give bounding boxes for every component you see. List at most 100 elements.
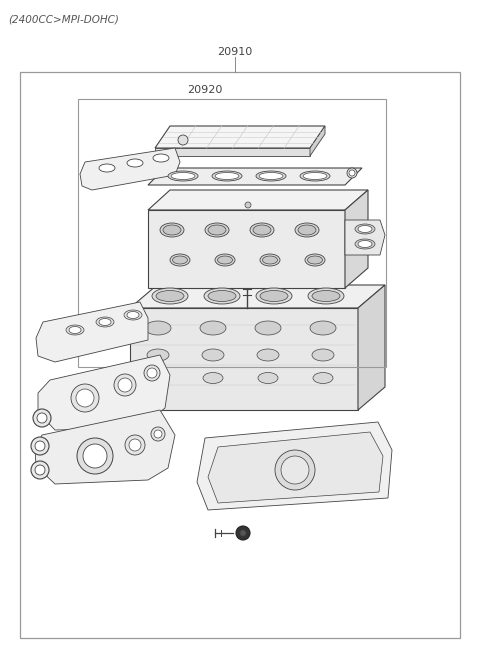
Text: 20920: 20920 (187, 85, 223, 95)
Circle shape (71, 384, 99, 412)
Circle shape (118, 378, 132, 392)
Ellipse shape (308, 288, 344, 304)
Ellipse shape (203, 373, 223, 383)
Ellipse shape (260, 254, 280, 266)
Ellipse shape (217, 256, 232, 264)
Polygon shape (358, 285, 385, 410)
Ellipse shape (253, 225, 271, 235)
Ellipse shape (313, 373, 333, 383)
Ellipse shape (66, 325, 84, 335)
Ellipse shape (202, 349, 224, 361)
Circle shape (35, 465, 45, 475)
Ellipse shape (308, 256, 323, 264)
Polygon shape (36, 302, 148, 362)
Ellipse shape (160, 223, 184, 237)
Ellipse shape (358, 240, 372, 248)
Polygon shape (208, 432, 383, 503)
Polygon shape (148, 190, 368, 210)
Circle shape (245, 202, 251, 208)
Ellipse shape (153, 154, 169, 162)
Polygon shape (310, 126, 325, 156)
Circle shape (37, 413, 47, 423)
Ellipse shape (124, 310, 142, 320)
Ellipse shape (208, 291, 236, 301)
Bar (20, 72, 460, 638)
Ellipse shape (127, 159, 143, 167)
Circle shape (147, 368, 157, 378)
Ellipse shape (127, 312, 139, 318)
Ellipse shape (156, 291, 184, 301)
Polygon shape (155, 148, 310, 156)
Ellipse shape (204, 288, 240, 304)
Ellipse shape (200, 321, 226, 335)
Circle shape (114, 374, 136, 396)
Ellipse shape (256, 288, 292, 304)
Text: 20910: 20910 (217, 47, 252, 57)
Circle shape (349, 170, 355, 176)
Ellipse shape (355, 239, 375, 249)
Ellipse shape (312, 291, 340, 301)
Ellipse shape (305, 254, 325, 266)
Circle shape (178, 135, 188, 145)
Polygon shape (345, 190, 368, 288)
Ellipse shape (256, 171, 286, 181)
Circle shape (240, 530, 246, 536)
Ellipse shape (295, 223, 319, 237)
Ellipse shape (172, 256, 188, 264)
Ellipse shape (152, 288, 188, 304)
Ellipse shape (258, 373, 278, 383)
Ellipse shape (260, 291, 288, 301)
Circle shape (347, 168, 357, 178)
Ellipse shape (312, 349, 334, 361)
Ellipse shape (263, 256, 277, 264)
Ellipse shape (148, 373, 168, 383)
Polygon shape (148, 210, 345, 288)
Polygon shape (80, 148, 180, 190)
Ellipse shape (170, 254, 190, 266)
Circle shape (125, 435, 145, 455)
Ellipse shape (168, 171, 198, 181)
Ellipse shape (145, 321, 171, 335)
Ellipse shape (250, 223, 274, 237)
Ellipse shape (215, 172, 239, 179)
Polygon shape (130, 285, 385, 308)
Ellipse shape (355, 224, 375, 234)
Circle shape (76, 389, 94, 407)
Bar (78, 99, 386, 367)
Ellipse shape (298, 225, 316, 235)
Ellipse shape (99, 164, 115, 172)
Polygon shape (197, 422, 392, 510)
Ellipse shape (163, 225, 181, 235)
Circle shape (154, 430, 162, 438)
Ellipse shape (358, 225, 372, 233)
Ellipse shape (96, 317, 114, 327)
Ellipse shape (205, 223, 229, 237)
Circle shape (281, 456, 309, 484)
Polygon shape (148, 168, 362, 185)
Circle shape (31, 461, 49, 479)
Ellipse shape (300, 171, 330, 181)
Polygon shape (130, 308, 358, 410)
Circle shape (129, 439, 141, 451)
Polygon shape (155, 126, 325, 148)
Ellipse shape (208, 225, 226, 235)
Polygon shape (38, 355, 170, 430)
Circle shape (151, 427, 165, 441)
Ellipse shape (69, 326, 81, 333)
Ellipse shape (171, 172, 195, 179)
Ellipse shape (147, 349, 169, 361)
Circle shape (236, 526, 250, 540)
Circle shape (33, 409, 51, 427)
Circle shape (31, 437, 49, 455)
Polygon shape (345, 220, 385, 255)
Ellipse shape (259, 172, 283, 179)
Circle shape (144, 365, 160, 381)
Ellipse shape (303, 172, 327, 179)
Circle shape (83, 444, 107, 468)
Ellipse shape (99, 318, 111, 326)
Circle shape (35, 441, 45, 451)
Ellipse shape (310, 321, 336, 335)
Ellipse shape (212, 171, 242, 181)
Ellipse shape (215, 254, 235, 266)
Circle shape (77, 438, 113, 474)
